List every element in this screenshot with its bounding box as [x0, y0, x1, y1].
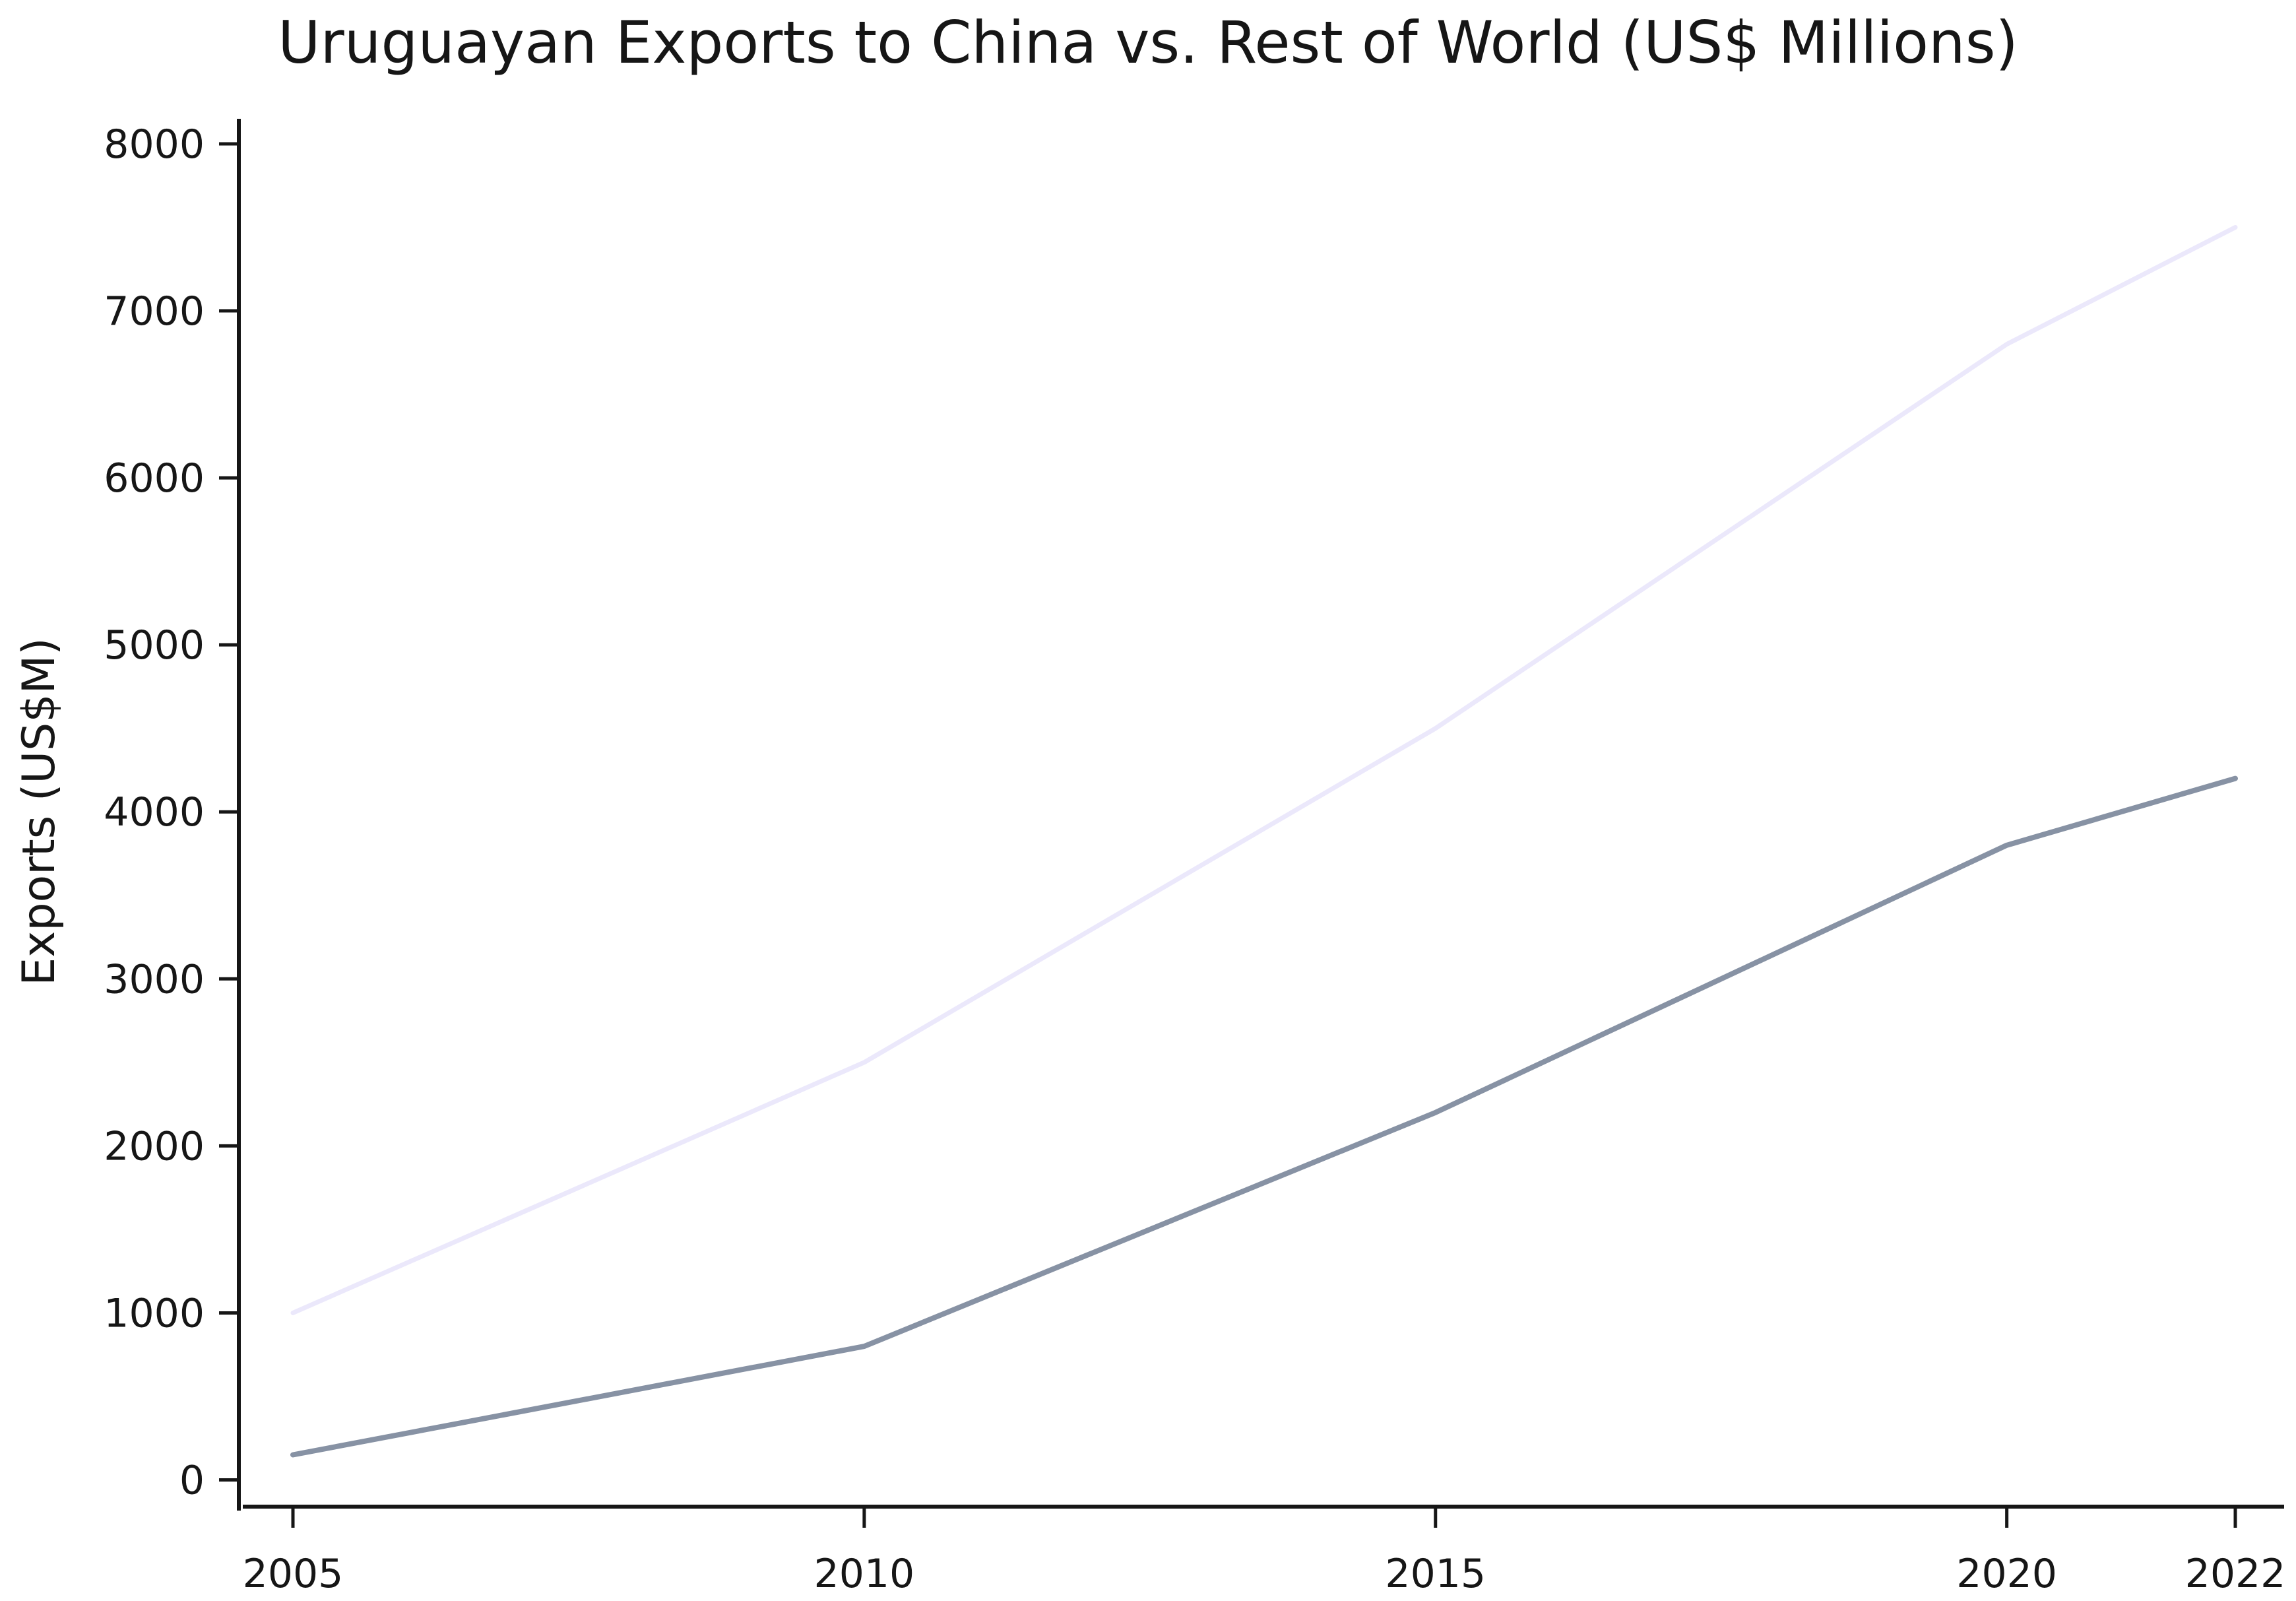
y-ticks: 0 1000 2000 3000 4000 5000 6000 7000 8000: [104, 121, 239, 1504]
y-tick-label: 2000: [104, 1123, 205, 1169]
y-tick-label: 0: [179, 1458, 205, 1504]
y-tick-label: 5000: [104, 622, 205, 669]
y-axis-label: Exports (US$M): [13, 637, 65, 986]
x-ticks: 2005 2010 2015 2020 2022: [243, 1509, 2286, 1597]
x-tick-label: 2022: [2185, 1551, 2286, 1597]
y-tick-label: 7000: [104, 288, 205, 335]
y-tick-label: 6000: [104, 455, 205, 502]
x-tick-label: 2015: [1385, 1551, 1486, 1597]
series-line-2: [290, 775, 2238, 1458]
x-tick-label: 2020: [1956, 1551, 2057, 1597]
chart-title: Uruguayan Exports to China vs. Rest of W…: [278, 9, 2018, 77]
series-line-1: [290, 225, 2238, 1315]
y-tick-label: 3000: [104, 956, 205, 1002]
y-tick-label: 1000: [104, 1290, 205, 1336]
series-layer: [290, 225, 2238, 1458]
x-tick-label: 2005: [243, 1551, 344, 1597]
y-tick-label: 4000: [104, 789, 205, 835]
y-tick-label: 8000: [104, 121, 205, 168]
x-tick-label: 2010: [814, 1551, 915, 1597]
